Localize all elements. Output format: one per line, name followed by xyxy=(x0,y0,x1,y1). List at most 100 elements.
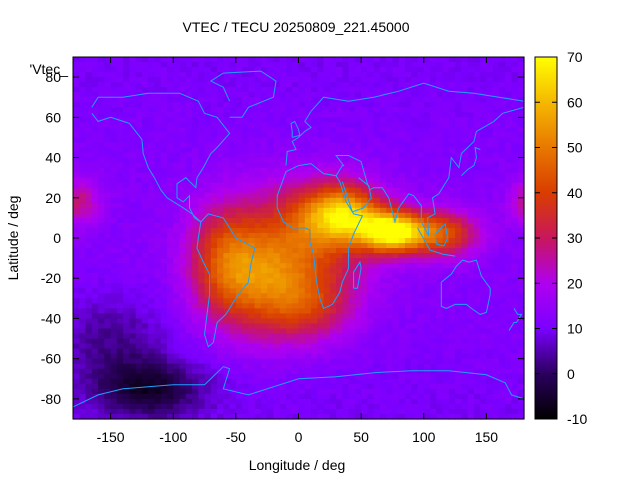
heatmap-cell xyxy=(455,172,462,179)
heatmap-cell xyxy=(267,293,275,299)
heatmap-cell xyxy=(311,308,318,315)
heatmap-cell xyxy=(455,117,462,123)
heatmap-cell xyxy=(91,197,99,204)
heatmap-cell xyxy=(166,212,174,219)
heatmap-cell xyxy=(116,328,124,335)
heatmap-cell xyxy=(98,92,105,98)
heatmap-cell xyxy=(279,172,287,179)
heatmap-cell xyxy=(192,258,199,264)
heatmap-cell xyxy=(386,232,394,239)
heatmap-cell xyxy=(511,87,519,93)
heatmap-cell xyxy=(204,57,212,63)
heatmap-cell xyxy=(498,162,506,169)
heatmap-cell xyxy=(329,182,337,189)
heatmap-cell xyxy=(480,333,488,340)
heatmap-cell xyxy=(448,187,456,194)
heatmap-cell xyxy=(329,207,337,214)
heatmap-cell xyxy=(323,72,331,78)
heatmap-cell xyxy=(279,192,287,199)
heatmap-cell xyxy=(442,67,450,73)
heatmap-cell xyxy=(273,57,281,63)
heatmap-cell xyxy=(223,363,231,370)
heatmap-cell xyxy=(135,353,143,360)
heatmap-cell xyxy=(398,313,406,320)
heatmap-cell xyxy=(517,122,525,128)
heatmap-cell xyxy=(116,308,124,315)
heatmap-cell xyxy=(98,232,105,239)
heatmap-cell xyxy=(467,167,475,174)
heatmap-cell xyxy=(323,398,331,405)
heatmap-cell xyxy=(423,388,431,395)
heatmap-cell xyxy=(98,248,105,254)
heatmap-cell xyxy=(260,243,268,249)
heatmap-cell xyxy=(73,102,80,108)
heatmap-cell xyxy=(442,328,450,335)
heatmap-cell xyxy=(166,323,174,330)
heatmap-cell xyxy=(455,333,462,340)
heatmap-cell xyxy=(348,313,356,320)
heatmap-cell xyxy=(148,333,156,340)
heatmap-cell xyxy=(210,373,218,380)
heatmap-cell xyxy=(311,338,318,345)
heatmap-cell xyxy=(154,303,162,309)
heatmap-cell xyxy=(98,127,105,134)
heatmap-cell xyxy=(348,318,356,325)
heatmap-cell xyxy=(267,147,275,154)
heatmap-cell xyxy=(285,232,293,239)
heatmap-cell xyxy=(173,72,181,78)
heatmap-cell xyxy=(235,313,243,320)
heatmap-cell xyxy=(417,373,425,380)
heatmap-cell xyxy=(417,187,425,194)
heatmap-cell xyxy=(116,172,124,179)
heatmap-cell xyxy=(404,363,412,370)
heatmap-cell xyxy=(166,182,174,189)
heatmap-cell xyxy=(204,263,212,269)
heatmap-cell xyxy=(367,288,375,294)
heatmap-cell xyxy=(91,358,99,365)
heatmap-cell xyxy=(298,343,306,350)
heatmap-cell xyxy=(367,147,375,154)
heatmap-cell xyxy=(223,137,231,144)
heatmap-cell xyxy=(361,373,368,380)
heatmap-cell xyxy=(242,167,249,174)
heatmap-cell xyxy=(473,137,481,144)
heatmap-cell xyxy=(517,328,525,335)
heatmap-cell xyxy=(123,192,130,199)
heatmap-cell xyxy=(342,323,350,330)
heatmap-cell xyxy=(517,197,525,204)
heatmap-cell xyxy=(73,388,80,395)
heatmap-cell xyxy=(417,258,425,264)
heatmap-cell xyxy=(354,258,362,264)
heatmap-cell xyxy=(148,132,156,139)
heatmap-cell xyxy=(398,318,406,325)
heatmap-cell xyxy=(373,142,381,149)
heatmap-cell xyxy=(448,338,456,345)
heatmap-cell xyxy=(505,112,513,118)
heatmap-cell xyxy=(348,368,356,375)
heatmap-cell xyxy=(373,87,381,93)
heatmap-cell xyxy=(367,298,375,304)
heatmap-cell xyxy=(461,57,469,63)
heatmap-cell xyxy=(73,358,80,365)
heatmap-cell xyxy=(198,142,206,149)
heatmap-cell xyxy=(254,77,262,83)
heatmap-cell xyxy=(461,132,469,139)
heatmap-cell xyxy=(104,348,112,355)
heatmap-cell xyxy=(235,97,243,103)
heatmap-cell xyxy=(154,227,162,234)
heatmap-cell xyxy=(329,308,337,315)
heatmap-cell xyxy=(304,348,312,355)
heatmap-cell xyxy=(260,157,268,164)
heatmap-cell xyxy=(210,343,218,350)
heatmap-cell xyxy=(342,212,350,219)
heatmap-cell xyxy=(304,167,312,174)
heatmap-cell xyxy=(204,222,212,229)
heatmap-cell xyxy=(517,97,525,103)
heatmap-cell xyxy=(135,232,143,239)
heatmap-cell xyxy=(73,368,80,375)
heatmap-cell xyxy=(260,238,268,244)
heatmap-cell xyxy=(148,197,156,204)
heatmap-cell xyxy=(73,212,80,219)
heatmap-cell xyxy=(480,212,488,219)
heatmap-cell xyxy=(242,67,249,73)
